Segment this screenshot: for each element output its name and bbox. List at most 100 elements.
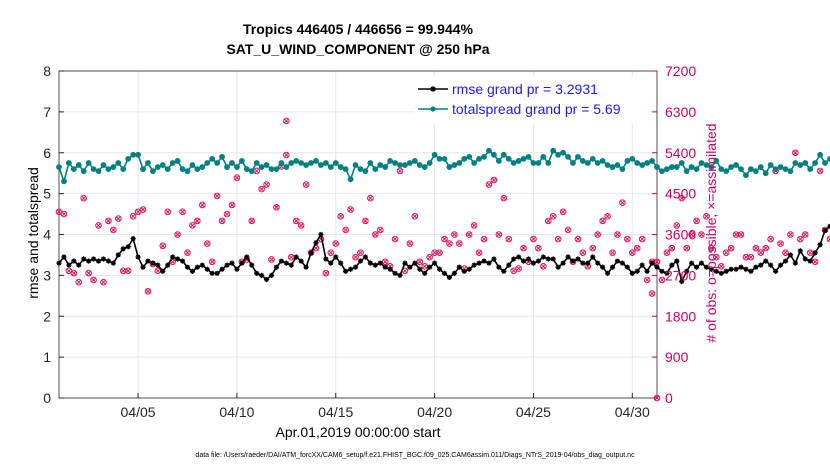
obs-point bbox=[174, 231, 181, 238]
rmse-marker bbox=[669, 262, 675, 268]
obs-point-circle bbox=[500, 194, 508, 202]
obs-point-circle bbox=[564, 226, 572, 234]
obs-point-cross bbox=[531, 236, 536, 242]
totalspread-marker bbox=[817, 151, 823, 158]
rmse-marker bbox=[441, 270, 448, 276]
rmse-marker bbox=[570, 258, 576, 264]
obs-point-circle bbox=[515, 265, 522, 272]
totalspread-marker bbox=[515, 158, 522, 164]
obs-point bbox=[139, 206, 147, 213]
rmse-marker bbox=[708, 266, 714, 272]
obs-point bbox=[322, 269, 330, 277]
totalspread-marker bbox=[209, 155, 216, 162]
obs-point bbox=[757, 249, 765, 256]
totalspread-marker bbox=[85, 160, 92, 166]
rmse-marker bbox=[402, 260, 408, 266]
totalspread-marker bbox=[486, 147, 492, 154]
totalspread-marker bbox=[520, 155, 527, 162]
rmse-marker bbox=[130, 235, 136, 242]
rmse-marker bbox=[496, 264, 502, 270]
obs-point-circle bbox=[544, 217, 552, 225]
totalspread-marker bbox=[787, 168, 794, 175]
obs-point-cross bbox=[629, 250, 635, 256]
rmse-marker bbox=[422, 270, 428, 276]
obs-point-cross bbox=[417, 259, 423, 265]
totalspread-marker bbox=[332, 160, 339, 166]
totalspread-marker bbox=[90, 166, 97, 173]
obs-point-cross bbox=[496, 232, 502, 237]
obs-point bbox=[283, 151, 290, 159]
obs-point bbox=[500, 194, 508, 202]
totalspread-marker bbox=[713, 158, 720, 164]
rmse-marker bbox=[273, 264, 280, 270]
obs-point-circle bbox=[446, 240, 453, 247]
rmse-marker bbox=[135, 254, 141, 260]
obs-point bbox=[722, 249, 730, 256]
obs-point-circle bbox=[263, 181, 270, 188]
totalspread-marker bbox=[748, 166, 754, 173]
rmse-marker bbox=[634, 268, 640, 274]
obs-point bbox=[352, 253, 359, 261]
obs-point-cross bbox=[298, 223, 304, 228]
totalspread-marker bbox=[594, 160, 601, 166]
obs-point-circle bbox=[258, 185, 265, 193]
rmse-marker bbox=[491, 256, 497, 262]
obs-point-cross bbox=[516, 266, 521, 271]
obs-point-cross bbox=[733, 232, 739, 237]
obs-point-circle bbox=[801, 231, 809, 238]
obs-point-circle bbox=[752, 244, 760, 252]
rmse-marker bbox=[382, 264, 388, 270]
totalspread-marker bbox=[322, 160, 329, 166]
obs-point bbox=[742, 253, 750, 261]
totalspread-marker bbox=[308, 160, 314, 166]
obs-point-circle bbox=[777, 240, 784, 247]
obs-point-cross bbox=[654, 259, 660, 265]
rmse-marker bbox=[768, 262, 774, 268]
obs-point-circle bbox=[248, 217, 256, 225]
totalspread-marker bbox=[229, 160, 235, 166]
obs-point bbox=[594, 231, 601, 238]
obs-point-cross bbox=[323, 270, 329, 276]
totalspread-marker bbox=[782, 166, 789, 173]
rmse-marker bbox=[614, 258, 621, 264]
legend-spread-text: totalspread grand pr = 5.69 bbox=[452, 101, 621, 117]
rmse-marker bbox=[698, 260, 705, 266]
totalspread-marker bbox=[110, 164, 117, 170]
obs-point-cross bbox=[338, 213, 344, 219]
totalspread-marker bbox=[792, 160, 799, 166]
obs-point bbox=[233, 174, 241, 182]
rmse-marker bbox=[298, 258, 304, 264]
x-axis-label: Apr.01,2019 00:00:00 start bbox=[275, 424, 440, 440]
rmse-marker bbox=[506, 262, 512, 268]
obs-point bbox=[159, 242, 167, 250]
obs-point bbox=[579, 249, 587, 256]
totalspread-marker bbox=[634, 160, 641, 166]
totalspread-marker bbox=[688, 164, 695, 170]
obs-point-cross bbox=[199, 202, 205, 208]
rmse-marker bbox=[100, 256, 107, 262]
obs-point-cross bbox=[580, 250, 586, 256]
totalspread-marker bbox=[738, 166, 744, 173]
totalspread-marker bbox=[718, 166, 725, 173]
rmse-marker bbox=[654, 264, 660, 270]
totalspread-marker bbox=[293, 158, 300, 164]
rmse-marker bbox=[520, 258, 527, 264]
legend-spread-marker bbox=[430, 106, 436, 112]
totalspread-marker bbox=[70, 166, 77, 173]
rmse-marker bbox=[481, 258, 487, 264]
obs-point bbox=[668, 244, 676, 252]
rmse-marker bbox=[313, 240, 319, 246]
obs-point-cross bbox=[555, 236, 561, 242]
rmse-marker bbox=[501, 268, 507, 274]
obs-point bbox=[189, 222, 196, 229]
totalspread-marker bbox=[258, 164, 265, 170]
obs-point-circle bbox=[782, 249, 789, 256]
y-tick-label-left: 4 bbox=[43, 227, 51, 243]
obs-point bbox=[60, 210, 68, 218]
obs-point bbox=[658, 276, 666, 284]
totalspread-marker bbox=[505, 155, 512, 162]
totalspread-marker bbox=[248, 168, 255, 175]
totalspread-marker bbox=[273, 166, 280, 173]
y-tick-label-right: 2700 bbox=[665, 267, 696, 283]
obs-point-cross bbox=[397, 168, 403, 174]
